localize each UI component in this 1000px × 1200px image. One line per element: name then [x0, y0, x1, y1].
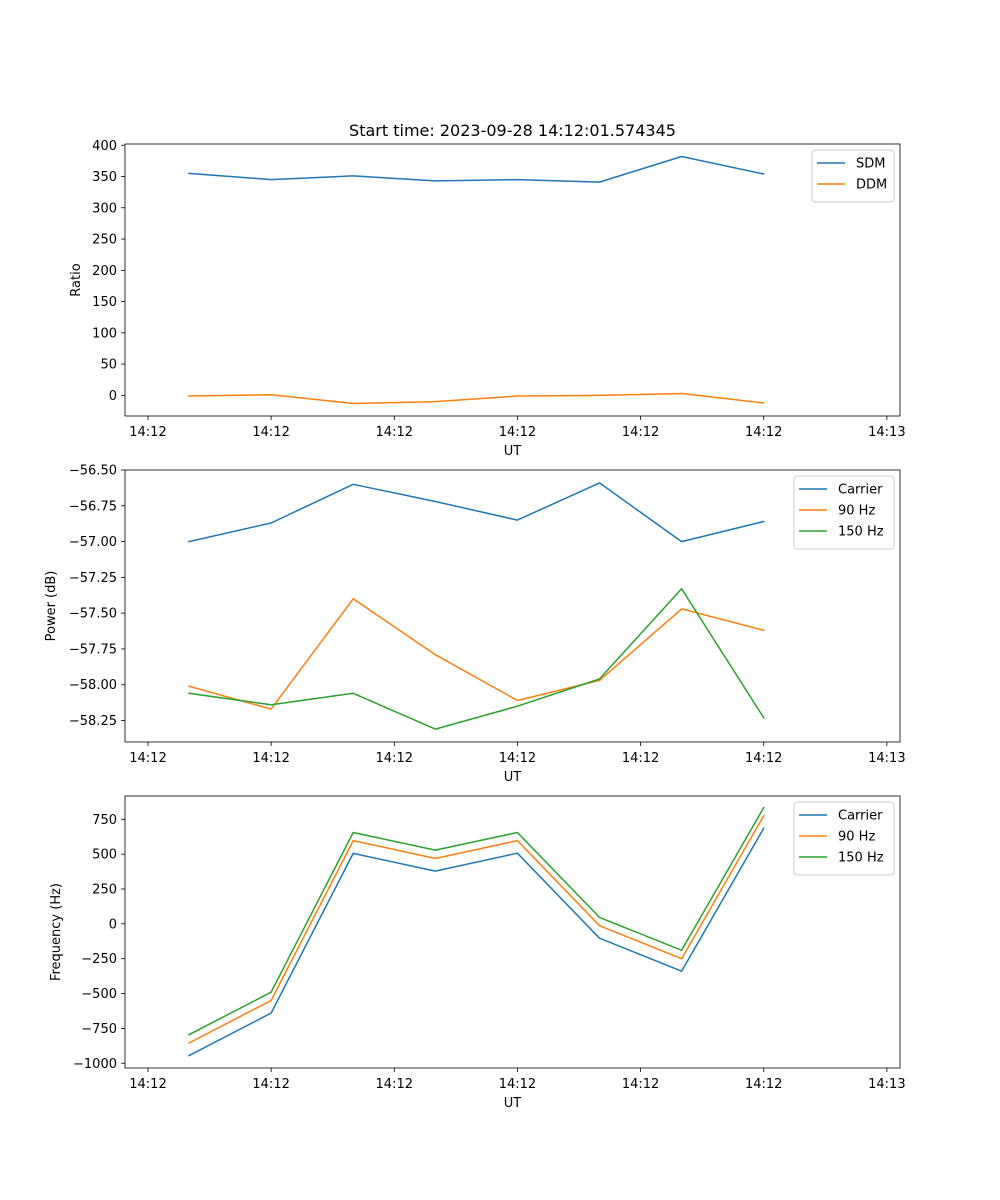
frequency-y-tick-label: 750	[92, 813, 117, 828]
power-legend: Carrier 90 Hz 150 Hz	[793, 475, 895, 550]
subplot-power: 14:12 14:12 14:12 14:12 14:12 14:12 14:13 −58.2…	[44, 464, 906, 786]
subplot-frequency: 14:12 14:12 14:12 14:12 14:12 14:12 14:13 −1000…	[49, 795, 906, 1111]
ratio-legend-sdm-label: SDM	[856, 157, 885, 172]
power-y-tick-label: −58.25	[69, 714, 117, 729]
power-y-tick-label: −56.75	[69, 499, 117, 514]
ratio-y-tick-label: 350	[92, 170, 117, 185]
ratio-x-tick-label: 14:12	[129, 425, 166, 440]
ratio-y-tick-label: 300	[92, 201, 117, 216]
frequency-y-tick-label: −1000	[73, 1057, 117, 1072]
frequency-y-tick-label: −750	[81, 1022, 117, 1037]
frequency-x-tick-label: 14:13	[868, 1077, 905, 1092]
frequency-series-90-hz-line	[187, 814, 765, 1045]
ratio-legend: SDM DDM	[811, 149, 895, 203]
ratio-y-tick-label: 100	[92, 326, 117, 341]
power-legend-150-hz-label: 150 Hz	[838, 525, 884, 540]
power-y-tick-label: −56.50	[69, 464, 117, 479]
power-series-carrier-line	[188, 482, 765, 543]
frequency-legend-90-hz-label: 90 Hz	[838, 830, 875, 845]
ratio-legend-ddm-label: DDM	[856, 178, 887, 193]
frequency-y-axis-label: Frequency (Hz)	[49, 883, 64, 981]
frequency-y-tick-label: −250	[81, 952, 117, 967]
frequency-x-tick-label: 14:12	[129, 1077, 166, 1092]
ratio-x-tick-label: 14:12	[745, 425, 782, 440]
power-x-axis-label: UT	[504, 770, 522, 785]
power-x-tick-label: 14:12	[252, 751, 289, 766]
frequency-x-tick-label: 14:12	[499, 1077, 536, 1092]
frequency-legend: Carrier 90 Hz 150 Hz	[793, 801, 895, 876]
frequency-x-tick-label: 14:12	[745, 1077, 782, 1092]
subplot-ratio: 14:12 14:12 14:12 14:12 14:12 14:12 14:13 0 50 10…	[69, 139, 906, 459]
power-series-150-hz-line	[188, 588, 765, 730]
figure-title: Start time: 2023-09-28 14:12:01.574345	[349, 121, 676, 140]
frequency-legend-150-hz-label: 150 Hz	[838, 851, 884, 866]
ratio-y-tick-label: 50	[100, 358, 117, 373]
frequency-axes-frame	[124, 795, 901, 1069]
ratio-axes-frame	[124, 143, 901, 417]
frequency-x-tick-label: 14:12	[252, 1077, 289, 1092]
frequency-x-tick-label: 14:12	[376, 1077, 413, 1092]
ratio-y-tick-label: 150	[92, 295, 117, 310]
ratio-x-tick-label: 14:12	[252, 425, 289, 440]
frequency-y-tick-label: 0	[109, 917, 117, 932]
power-x-tick-label: 14:12	[376, 751, 413, 766]
frequency-x-axis-label: UT	[504, 1096, 522, 1111]
frequency-legend-carrier-label: Carrier	[838, 809, 883, 824]
ratio-y-tick-label: 0	[109, 389, 117, 404]
ratio-y-tick-label: 200	[92, 264, 117, 279]
ratio-y-tick-label: 250	[92, 233, 117, 248]
power-series-90-hz-line	[188, 598, 765, 710]
ratio-series-sdm-line	[188, 155, 765, 183]
ratio-x-tick-label: 14:12	[376, 425, 413, 440]
power-y-tick-label: −57.25	[69, 571, 117, 586]
power-y-axis-label: Power (dB)	[44, 571, 59, 642]
ratio-y-axis-label: Ratio	[69, 263, 84, 296]
frequency-y-tick-label: 500	[92, 848, 117, 863]
power-y-tick-label: −57.75	[69, 642, 117, 657]
power-x-tick-label: 14:12	[499, 751, 536, 766]
ratio-x-axis-label: UT	[504, 444, 522, 459]
frequency-y-tick-label: 250	[92, 882, 117, 897]
ratio-x-tick-label: 14:13	[868, 425, 905, 440]
ratio-y-tick-label: 400	[92, 139, 117, 154]
frequency-series-150-hz-line	[187, 806, 765, 1036]
power-y-tick-label: −57.00	[69, 535, 117, 550]
ratio-x-tick-label: 14:12	[622, 425, 659, 440]
power-y-tick-label: −58.00	[69, 678, 117, 693]
power-x-tick-label: 14:13	[868, 751, 905, 766]
frequency-x-tick-label: 14:12	[622, 1077, 659, 1092]
power-x-tick-label: 14:12	[622, 751, 659, 766]
power-x-tick-label: 14:12	[129, 751, 166, 766]
ratio-x-tick-label: 14:12	[499, 425, 536, 440]
power-axes-frame	[124, 469, 901, 743]
power-legend-carrier-label: Carrier	[838, 483, 883, 498]
frequency-y-tick-label: −500	[81, 987, 117, 1002]
power-y-tick-label: −57.50	[69, 607, 117, 622]
power-x-tick-label: 14:12	[745, 751, 782, 766]
ratio-series-ddm-line	[188, 392, 765, 405]
power-legend-90-hz-label: 90 Hz	[838, 504, 875, 519]
frequency-series-carrier-line	[187, 827, 765, 1057]
